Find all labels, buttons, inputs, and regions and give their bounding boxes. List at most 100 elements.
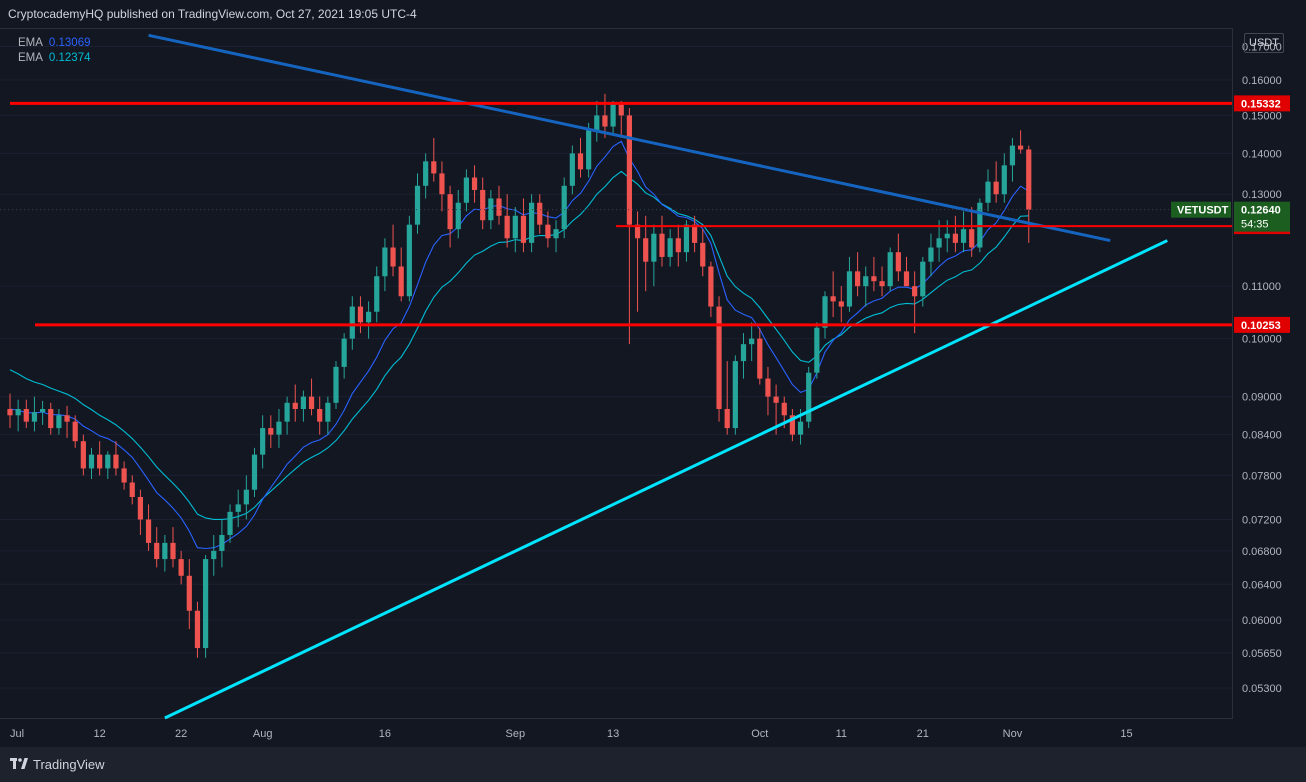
candle[interactable] [586, 122, 592, 178]
candle[interactable] [349, 296, 355, 350]
candle[interactable] [520, 198, 527, 253]
candle[interactable] [651, 224, 657, 287]
candle[interactable] [15, 399, 21, 432]
candle[interactable] [871, 256, 877, 292]
candle[interactable] [675, 224, 681, 267]
candle[interactable] [194, 601, 201, 658]
candle[interactable] [488, 189, 494, 230]
candle[interactable] [806, 366, 812, 429]
candle[interactable] [659, 215, 665, 267]
candle[interactable] [952, 215, 958, 253]
candle[interactable] [186, 559, 192, 630]
candle[interactable] [382, 238, 388, 292]
candle[interactable] [300, 390, 306, 422]
candle[interactable] [602, 93, 608, 138]
candle[interactable] [577, 137, 584, 178]
candle[interactable] [545, 211, 551, 248]
candlestick-chart[interactable]: 0.17000 0.16000 0.15000 0.14000 0.13000 0.110… [0, 0, 1306, 747]
candle[interactable] [414, 173, 421, 234]
candle[interactable] [97, 441, 103, 476]
candle[interactable] [692, 215, 698, 253]
candle[interactable] [863, 266, 869, 307]
candle[interactable] [553, 220, 559, 253]
candle[interactable] [765, 366, 771, 416]
candle[interactable] [700, 229, 706, 277]
candle[interactable] [1001, 153, 1007, 203]
currency-button[interactable]: USDT [1244, 33, 1284, 53]
candle[interactable] [366, 301, 372, 339]
candle[interactable] [251, 447, 258, 497]
candle[interactable] [903, 256, 910, 287]
candle[interactable] [1009, 137, 1016, 182]
candle[interactable] [855, 252, 861, 297]
candle[interactable] [480, 177, 486, 230]
candle[interactable] [1026, 145, 1032, 243]
candle[interactable] [56, 409, 62, 435]
candle[interactable] [887, 247, 893, 292]
candle[interactable] [121, 461, 127, 490]
candle[interactable] [985, 169, 991, 212]
candle[interactable] [88, 447, 95, 479]
candle[interactable] [162, 534, 168, 572]
candle[interactable] [667, 229, 673, 267]
candle[interactable] [406, 215, 412, 302]
candle[interactable] [830, 271, 836, 318]
candle[interactable] [757, 327, 763, 385]
candle[interactable] [390, 224, 396, 277]
candle[interactable] [529, 194, 535, 253]
candle[interactable] [683, 220, 690, 262]
candle[interactable] [105, 451, 111, 479]
candle[interactable] [912, 271, 918, 334]
candle[interactable] [317, 396, 323, 435]
candle[interactable] [48, 402, 54, 435]
candle[interactable] [463, 169, 469, 212]
candle[interactable] [40, 400, 46, 425]
uptrend-line[interactable] [164, 239, 1168, 720]
candle[interactable] [284, 396, 290, 435]
candle[interactable] [740, 333, 747, 379]
candle[interactable] [31, 396, 38, 432]
candle[interactable] [129, 475, 135, 505]
candle[interactable] [154, 527, 160, 568]
candle[interactable] [496, 185, 502, 225]
candle[interactable] [113, 441, 119, 476]
candle[interactable] [920, 256, 926, 307]
candle[interactable] [895, 233, 901, 282]
candle[interactable] [439, 161, 445, 212]
candle[interactable] [879, 266, 885, 297]
candle[interactable] [993, 161, 999, 203]
candle[interactable] [822, 291, 828, 339]
candle[interactable] [357, 296, 364, 334]
candle[interactable] [219, 519, 225, 568]
candle[interactable] [928, 233, 934, 277]
candle[interactable] [732, 355, 738, 435]
candle[interactable] [561, 177, 567, 239]
candle[interactable] [72, 415, 78, 448]
candle[interactable] [235, 489, 241, 528]
candle[interactable] [325, 396, 331, 435]
candle[interactable] [431, 137, 437, 182]
candle[interactable] [260, 415, 266, 469]
candle[interactable] [537, 194, 543, 234]
candle[interactable] [749, 322, 755, 362]
candle[interactable] [789, 409, 795, 442]
candle[interactable] [170, 527, 176, 568]
candle[interactable] [643, 215, 649, 292]
candle[interactable] [960, 211, 967, 253]
candle[interactable] [838, 286, 844, 323]
candle[interactable] [374, 266, 380, 323]
candle[interactable] [341, 333, 347, 379]
candle[interactable] [398, 247, 404, 302]
candle[interactable] [137, 489, 143, 535]
candle[interactable] [814, 322, 820, 379]
candle[interactable] [944, 220, 950, 253]
candle[interactable] [969, 207, 975, 257]
candle[interactable] [471, 165, 478, 203]
legend-ema-fast[interactable]: EMA 0.13069 [18, 36, 91, 51]
candle[interactable] [64, 405, 70, 438]
candle[interactable] [23, 399, 29, 429]
candle[interactable] [268, 415, 274, 448]
candle[interactable] [145, 504, 152, 551]
candle[interactable] [594, 100, 600, 142]
candle[interactable] [610, 100, 616, 135]
